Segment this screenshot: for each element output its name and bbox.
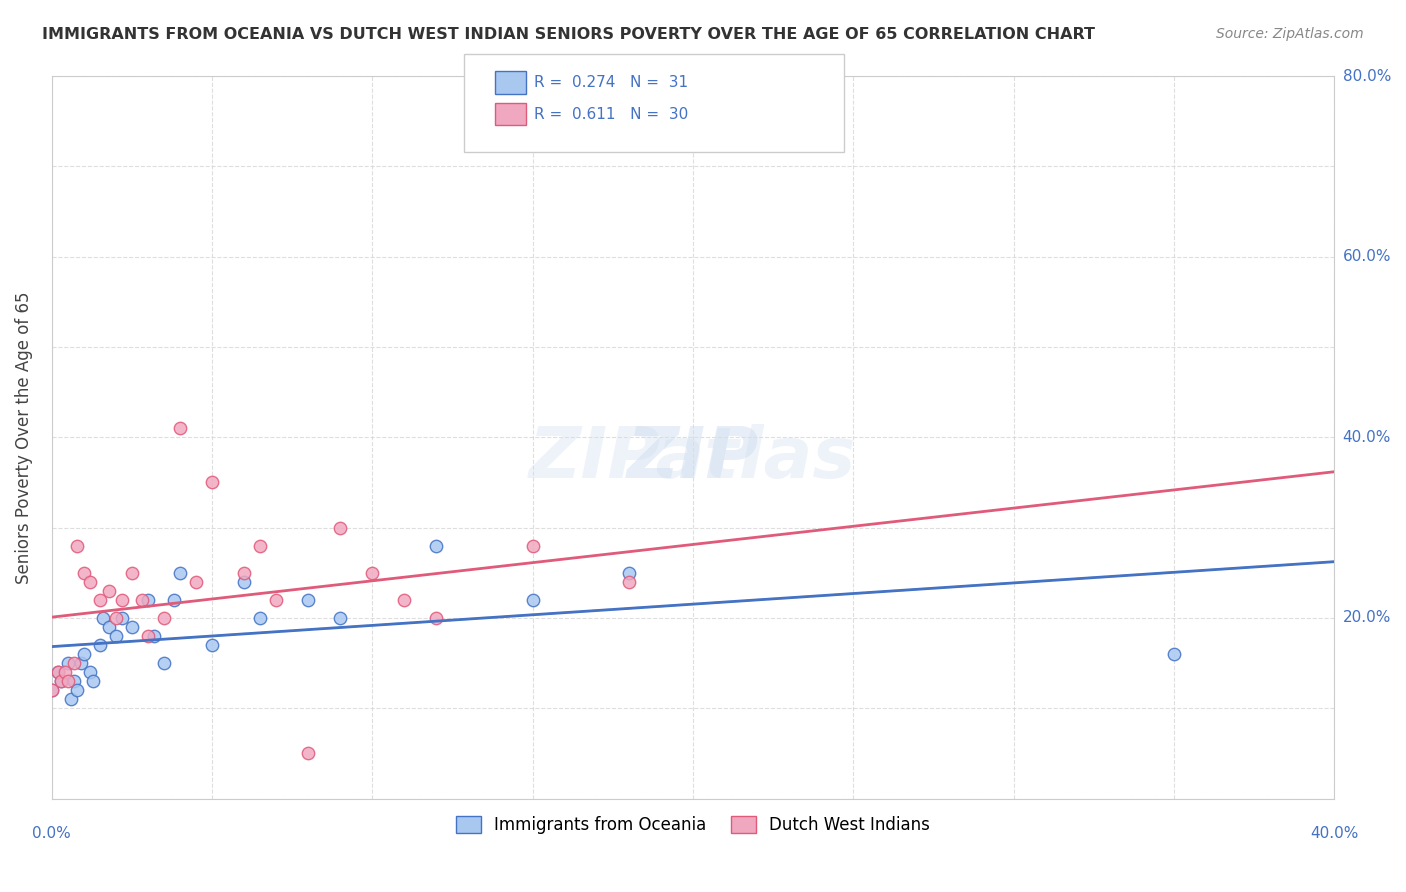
Point [249,611,271,625]
Point [522,592,544,607]
Point [73,647,96,661]
Point [53,665,76,679]
Point [394,592,416,607]
Point [425,539,447,553]
Point [111,611,134,625]
Point [169,421,191,435]
Text: 80.0%: 80.0% [1343,69,1391,84]
Point [63,674,86,689]
Point [425,611,447,625]
Point [617,566,640,580]
Point [136,592,159,607]
Point [51,674,73,689]
Point [82,674,104,689]
Point [104,629,127,643]
Point [143,629,166,643]
Point [233,574,256,589]
Point [98,620,121,634]
Point [89,638,111,652]
Text: 40.0%: 40.0% [1343,430,1391,445]
Point [329,520,352,534]
Point [79,574,101,589]
Y-axis label: Seniors Poverty Over the Age of 65: Seniors Poverty Over the Age of 65 [15,291,32,583]
Point [79,665,101,679]
Point [136,629,159,643]
Point [73,566,96,580]
Point [131,592,153,607]
Point [617,574,640,589]
Point [201,638,224,652]
Point [153,656,176,670]
Text: 20.0%: 20.0% [1343,610,1391,625]
Text: ZIPatlas: ZIPatlas [529,425,856,493]
Text: 60.0%: 60.0% [1343,249,1391,264]
Point [46,665,69,679]
Point [329,611,352,625]
Point [41,683,63,698]
Text: R =  0.611   N =  30: R = 0.611 N = 30 [534,107,689,121]
Point [522,539,544,553]
Text: IMMIGRANTS FROM OCEANIA VS DUTCH WEST INDIAN SENIORS POVERTY OVER THE AGE OF 65 : IMMIGRANTS FROM OCEANIA VS DUTCH WEST IN… [42,27,1095,42]
Point [111,592,134,607]
Point [56,656,79,670]
Point [169,566,191,580]
Point [59,692,82,706]
Point [361,566,384,580]
Point [104,611,127,625]
Point [162,592,184,607]
Text: Source: ZipAtlas.com: Source: ZipAtlas.com [1216,27,1364,41]
Point [121,566,143,580]
Point [69,656,91,670]
Point [264,592,287,607]
Point [63,656,86,670]
Text: 40.0%: 40.0% [1310,826,1358,841]
Point [56,674,79,689]
Point [41,683,63,698]
Point [297,592,319,607]
Point [66,539,89,553]
Point [98,583,121,598]
Point [184,574,207,589]
Point [46,665,69,679]
Point [89,592,111,607]
Point [51,674,73,689]
Point [233,566,256,580]
Text: R =  0.274   N =  31: R = 0.274 N = 31 [534,76,689,90]
Text: 0.0%: 0.0% [32,826,72,841]
Point [91,611,114,625]
Point [297,747,319,761]
Point [66,683,89,698]
Point [1163,647,1185,661]
Point [121,620,143,634]
Text: ZIP: ZIP [627,425,759,493]
Point [201,475,224,490]
Point [153,611,176,625]
Point [249,539,271,553]
Legend: Immigrants from Oceania, Dutch West Indians: Immigrants from Oceania, Dutch West Indi… [449,809,936,841]
